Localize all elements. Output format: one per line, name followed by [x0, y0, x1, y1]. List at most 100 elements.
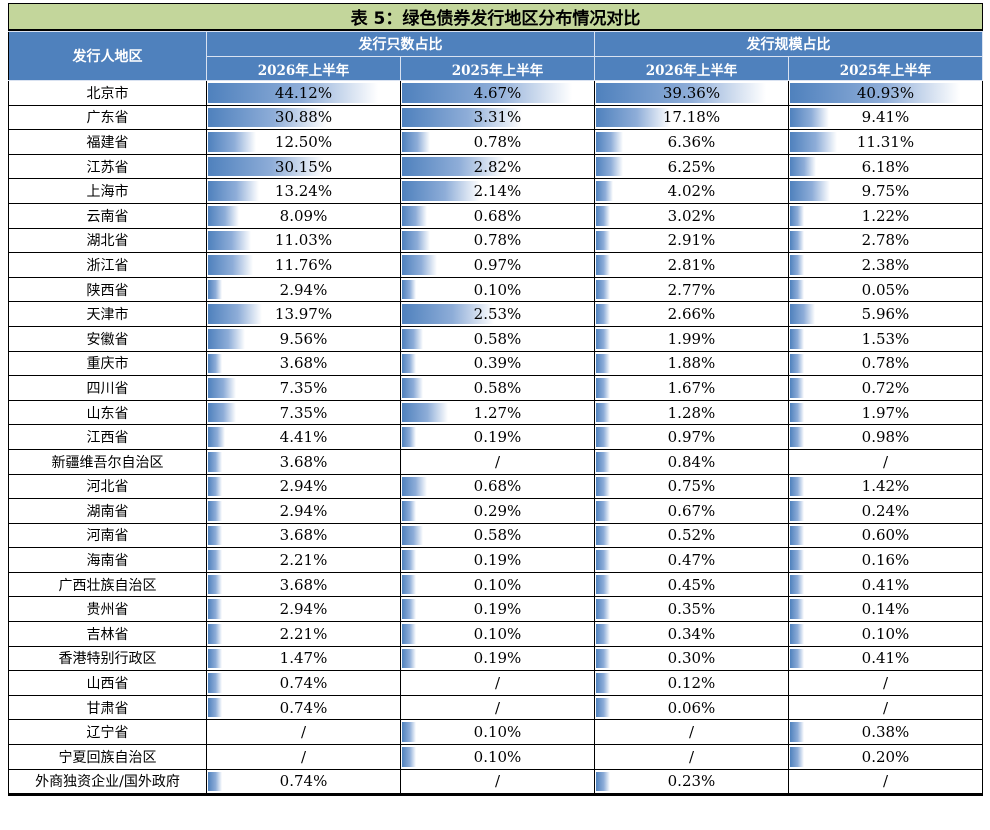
cell-value: /	[494, 452, 501, 471]
cell-value: 0.47%	[667, 551, 716, 570]
region-distribution-table: 发行人地区 发行只数占比 发行规模占比 2026年上半年 2025年上半年 20…	[7, 31, 984, 795]
cell-value: 0.74%	[279, 674, 328, 693]
data-bar	[789, 525, 804, 546]
region-cell: 安徽省	[7, 325, 208, 352]
cell-value: 0.10%	[473, 624, 522, 643]
cell-value: 11.31%	[856, 132, 915, 151]
data-bar	[789, 353, 804, 374]
cell-value: /	[882, 698, 889, 717]
scale-2026-cell: 2.66%	[593, 301, 789, 327]
count-2026-cell: 0.74%	[206, 768, 401, 795]
count-2025-cell: 0.10%	[400, 621, 595, 647]
count-2025-cell: 0.29%	[400, 498, 595, 524]
cell-value: 0.35%	[667, 600, 716, 619]
data-bar	[789, 83, 960, 103]
data-bar	[402, 476, 427, 497]
cell-value: 1.27%	[473, 403, 522, 422]
cell-value: 3.68%	[279, 575, 328, 594]
region-cell: 河北省	[7, 473, 208, 500]
count-2025-cell: 0.19%	[400, 547, 595, 573]
cell-value: 2.21%	[279, 551, 328, 570]
cell-value: 0.06%	[667, 698, 716, 717]
scale-2026-cell: 0.12%	[593, 670, 789, 696]
count-2025-cell: 0.39%	[400, 350, 595, 377]
table-row: 湖北省 11.03% 0.78% 2.91% 2.78%	[7, 227, 984, 254]
count-2025-cell: 4.67%	[400, 80, 595, 106]
table-row: 广东省 30.88% 3.31% 17.18% 9.41%	[7, 104, 984, 131]
count-2026-cell: 7.35%	[206, 375, 401, 401]
cell-value: 0.39%	[473, 354, 522, 373]
cell-value: 0.74%	[279, 772, 328, 791]
cell-value: 0.16%	[861, 551, 910, 570]
header-scale-2026: 2026年上半年	[593, 56, 789, 81]
data-bar	[402, 132, 430, 152]
header-count-2025: 2025年上半年	[400, 56, 595, 81]
table-row: 福建省 12.50% 0.78% 6.36% 11.31%	[7, 129, 984, 155]
scale-2025-cell: 1.97%	[787, 399, 984, 426]
data-bar	[208, 156, 325, 177]
cell-value: 0.19%	[473, 428, 522, 447]
scale-2025-cell: 0.05%	[787, 276, 984, 303]
data-bar	[789, 255, 804, 275]
cell-value: /	[882, 674, 889, 693]
count-2025-cell: 0.58%	[400, 375, 595, 401]
count-2026-cell: 11.03%	[206, 227, 401, 254]
cell-value: 1.47%	[279, 649, 328, 668]
count-2025-cell: 0.19%	[400, 645, 595, 672]
data-bar	[789, 722, 804, 743]
scale-2025-cell: 6.18%	[787, 153, 984, 180]
count-2026-cell: 3.68%	[206, 350, 401, 377]
count-2026-cell: 2.94%	[206, 596, 401, 623]
table-row: 安徽省 9.56% 0.58% 1.99% 1.53%	[7, 325, 984, 352]
data-bar	[595, 378, 610, 398]
count-2026-cell: 3.68%	[206, 522, 401, 549]
cell-value: 0.78%	[861, 354, 910, 373]
cell-value: 0.60%	[861, 526, 910, 545]
scale-2025-cell: /	[787, 448, 984, 475]
data-bar	[595, 402, 610, 423]
count-2025-cell: 0.68%	[400, 473, 595, 500]
count-2026-cell: 7.35%	[206, 399, 401, 426]
region-cell: 贵州省	[7, 596, 208, 623]
cell-value: 0.24%	[861, 501, 910, 520]
data-bar	[789, 230, 804, 251]
data-bar	[208, 451, 223, 472]
cell-value: 3.68%	[279, 526, 328, 545]
cell-value: 6.18%	[861, 157, 910, 176]
count-2025-cell: 0.10%	[400, 744, 595, 770]
data-bar	[789, 378, 804, 398]
count-2026-cell: 2.94%	[206, 276, 401, 303]
cell-value: 1.42%	[861, 477, 910, 496]
data-bar	[595, 328, 610, 349]
count-2025-cell: 0.10%	[400, 719, 595, 746]
count-2026-cell: 0.74%	[206, 694, 401, 721]
count-2025-cell: 1.27%	[400, 399, 595, 426]
cell-value: 0.75%	[667, 477, 716, 496]
cell-value: 1.67%	[667, 378, 716, 397]
cell-value: 0.19%	[473, 551, 522, 570]
count-2026-cell: 11.76%	[206, 252, 401, 278]
cell-value: 0.58%	[473, 378, 522, 397]
data-bar	[208, 230, 252, 251]
header-scale-share: 发行规模占比	[593, 31, 984, 57]
data-bar	[595, 156, 623, 177]
data-bar	[402, 501, 416, 521]
cell-value: 17.18%	[662, 108, 721, 127]
cell-value: 0.14%	[861, 600, 910, 619]
region-cell: 山西省	[7, 670, 208, 696]
data-bar	[789, 574, 804, 595]
cell-value: 3.68%	[279, 452, 328, 471]
header-count-2026: 2026年上半年	[206, 56, 401, 81]
data-bar	[402, 550, 416, 570]
scale-2025-cell: 1.53%	[787, 325, 984, 352]
count-2026-cell: 4.41%	[206, 424, 401, 450]
data-bar	[595, 574, 610, 595]
count-2025-cell: /	[400, 694, 595, 721]
count-2025-cell: 3.31%	[400, 104, 595, 131]
count-2026-cell: 1.47%	[206, 645, 401, 672]
data-bar	[208, 304, 263, 324]
region-cell: 河南省	[7, 522, 208, 549]
count-2026-cell: 2.94%	[206, 473, 401, 500]
cell-value: 1.53%	[861, 329, 910, 348]
cell-value: 2.81%	[667, 255, 716, 274]
